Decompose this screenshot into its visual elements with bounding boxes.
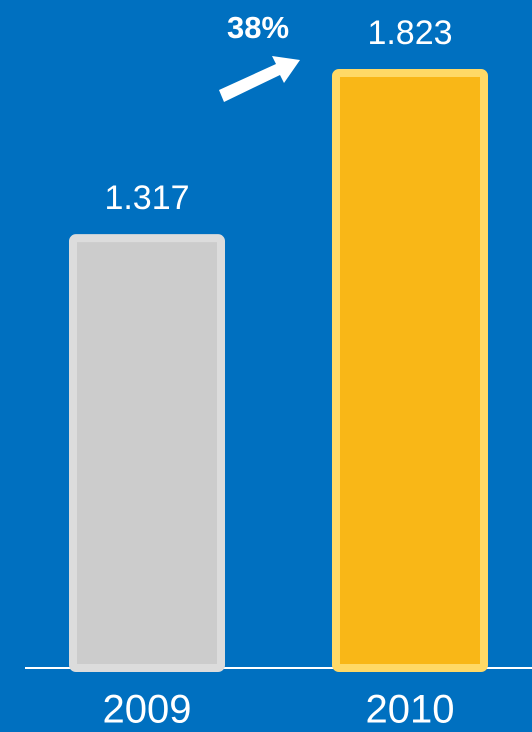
x-tick-label: 2010 [366,688,455,732]
growth-annotation: 38% [227,10,289,45]
x-tick-label: 2009 [103,688,192,732]
value-label: 1.823 [367,14,452,52]
value-label: 1.317 [104,179,189,217]
bar [69,234,225,672]
growth-arrow [219,56,300,102]
bar [332,69,488,672]
